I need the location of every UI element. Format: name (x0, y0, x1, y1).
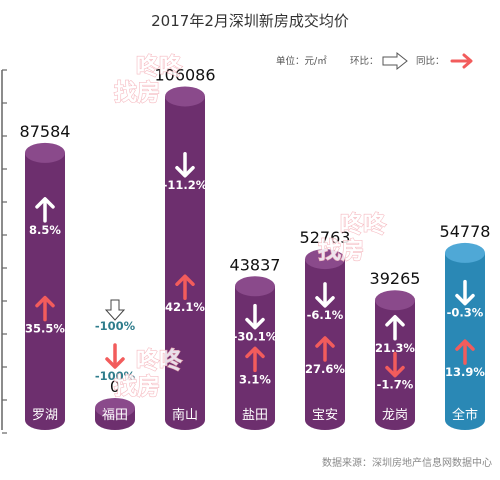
legend-unit: 单位：元/㎡ (276, 55, 327, 67)
yoy-label: 13.9% (445, 365, 485, 379)
mom-label: -0.3% (447, 306, 484, 320)
svg-text:找房: 找房 (114, 373, 160, 400)
bar-group-2: 106086 南山 -11.2% 42.1% (154, 65, 216, 430)
mom-arrow-icon (315, 282, 335, 308)
yoy-arrow-icon (105, 343, 125, 369)
mom-arrow-icon (35, 197, 55, 223)
mom-arrow-icon (455, 279, 475, 306)
svg-text:咚咚: 咚咚 (136, 53, 183, 80)
yoy-arrow-icon (175, 274, 195, 300)
yoy-arrow-icon (385, 351, 405, 378)
legend-yoy-arrow-icon (450, 53, 473, 69)
bar-value-label: 52763 (300, 228, 351, 247)
legend-yoy-label: 同比： (416, 55, 445, 67)
bar-group-1: 0 福田 -100% -100% (95, 299, 136, 430)
yoy-arrow-icon (315, 336, 335, 362)
bar-group-4: 52763 宝安 -6.1% 27.6% (300, 228, 351, 430)
category-label: 盐田 (242, 408, 268, 423)
yoy-label: 35.5% (25, 322, 65, 336)
yoy-label: 42.1% (165, 300, 205, 314)
mom-label: 21.3% (375, 341, 415, 355)
category-label: 南山 (172, 407, 198, 423)
y-axis (1, 69, 7, 434)
bar-base (305, 410, 345, 430)
legend-mom-label: 环比： (350, 55, 379, 67)
bar-value-label: 0 (110, 377, 120, 396)
bar (165, 96, 205, 421)
bar-group-3: 43837 盐田 -30.1% 3.1% (230, 255, 281, 430)
yoy-arrow-icon (455, 339, 475, 365)
bar-value-label: 87584 (20, 122, 71, 141)
bar-cap (445, 242, 485, 263)
svg-text:找房: 找房 (114, 79, 160, 106)
bar-group-6: 54778 全市 -0.3% 13.9% (440, 222, 491, 430)
yoy-arrow-icon (245, 346, 265, 373)
svg-text:找房: 找房 (318, 237, 364, 264)
source-note: 数据来源：深圳房地产信息网数据中心 (322, 456, 492, 469)
mom-label: -6.1% (307, 308, 344, 322)
legend: 单位：元/㎡ 环比： 同比： (276, 51, 473, 71)
bar-base (25, 410, 65, 430)
bar-cap (25, 142, 65, 163)
bar-value-label: 39265 (370, 269, 421, 288)
bars-layer: 87584 罗湖 8.5% 35.5% 0 福田 -100% -100% 106086 南山 -11… (20, 65, 491, 430)
bar-value-label: 54778 (440, 222, 491, 241)
category-label: 罗湖 (32, 408, 58, 423)
yoy-label: -100% (95, 369, 136, 383)
yoy-label: -1.7% (377, 378, 414, 392)
mom-label: -100% (95, 319, 136, 333)
svg-text:咚咚: 咚咚 (340, 211, 387, 238)
bar-cap (305, 249, 345, 270)
category-label: 全市 (452, 407, 478, 423)
mom-arrow-icon (175, 152, 195, 178)
yoy-label: 3.1% (239, 372, 271, 386)
bar-cap (165, 86, 205, 107)
chart-title: 2017年2月深圳新房成交均价 (151, 12, 349, 30)
category-label: 福田 (102, 408, 128, 423)
mom-label: -11.2% (163, 178, 208, 192)
mom-label: 8.5% (29, 223, 61, 237)
bar-group-5: 39265 龙岗 21.3% -1.7% (370, 269, 421, 430)
bar-value-label: 106086 (154, 65, 215, 84)
legend-mom-arrow-icon (382, 51, 408, 71)
bar-cap (375, 290, 415, 311)
mom-arrow-icon (245, 303, 265, 330)
bar (445, 252, 485, 420)
bar-group-0: 87584 罗湖 8.5% 35.5% (20, 122, 71, 430)
category-label: 龙岗 (382, 408, 408, 423)
bar-base (165, 410, 205, 430)
category-label: 宝安 (312, 408, 338, 423)
svg-text:咚咚: 咚咚 (136, 347, 183, 374)
bar-cap (235, 276, 275, 297)
bar-cap (95, 398, 135, 418)
yoy-arrow-icon (35, 295, 55, 322)
mom-arrow-icon (104, 299, 126, 321)
bar-base (235, 410, 275, 430)
bar-value-label: 43837 (230, 255, 281, 274)
bar-base (375, 410, 415, 430)
bar (25, 152, 65, 420)
yoy-label: 27.6% (305, 362, 345, 376)
mom-arrow-icon (385, 315, 405, 341)
bar-base (445, 410, 485, 430)
mom-label: -30.1% (233, 330, 278, 344)
